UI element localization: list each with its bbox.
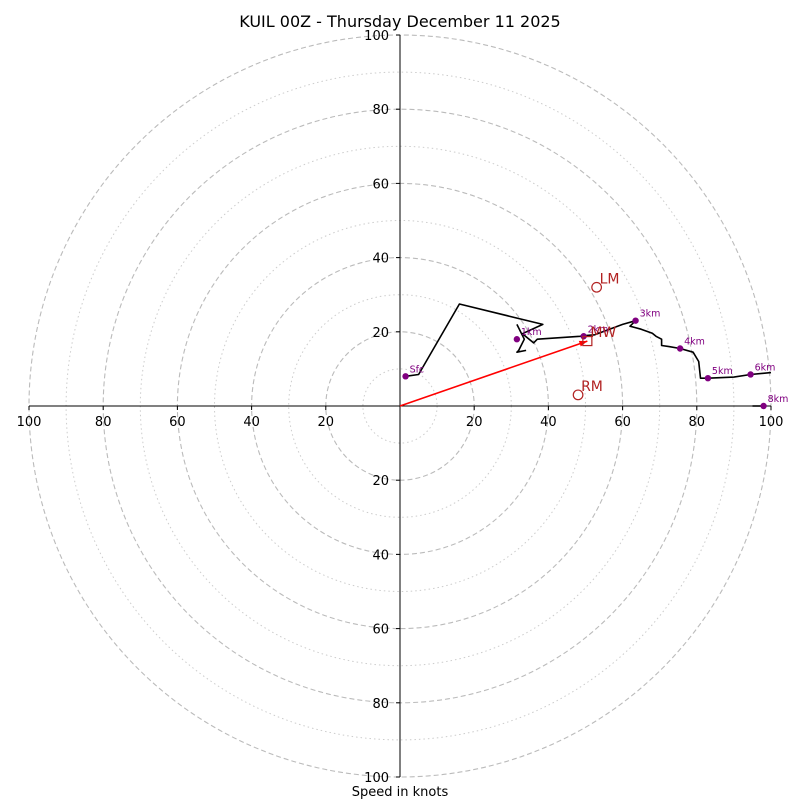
height-marker-sfc — [402, 373, 409, 380]
x-tick-label: 80 — [689, 415, 706, 430]
height-marker-8km — [760, 402, 767, 410]
x-tick-label: 40 — [540, 415, 557, 430]
motion-marker-mw — [582, 335, 593, 347]
x-tick-label: 20 — [318, 415, 335, 430]
hodograph-line — [405, 303, 772, 380]
x-tick-label: 60 — [614, 415, 631, 430]
y-tick-label: 60 — [372, 623, 389, 638]
chart-title: KUIL 00Z - Thursday December 11 2025 — [239, 12, 560, 31]
y-tick-label: 40 — [372, 548, 389, 563]
x-tick-label: 60 — [169, 415, 186, 430]
y-tick-label: 20 — [372, 326, 389, 341]
motion-marker-rm — [572, 389, 584, 401]
y-tick-label: 40 — [372, 252, 389, 267]
storm-motion-markers: LM RM MW — [572, 271, 620, 401]
x-tick-label: 20 — [466, 415, 483, 430]
motion-marker-lm — [591, 281, 603, 293]
height-label-1km: 1km — [521, 327, 542, 338]
y-tick-label: 20 — [372, 474, 389, 489]
x-tick-label: 100 — [17, 415, 42, 430]
height-marker-5km — [704, 374, 712, 382]
height-marker-4km — [676, 345, 684, 352]
hodograph-line-segment — [516, 324, 527, 354]
height-label-4km: 4km — [684, 336, 705, 347]
height-markers: Sfc 1km 2km 3km 4km 5km 6km 8km — [402, 309, 788, 410]
height-label-sfc: Sfc — [410, 364, 425, 375]
y-tick-label: 80 — [372, 697, 389, 712]
y-tick-label: 80 — [372, 103, 389, 118]
height-label-5km: 5km — [712, 366, 733, 377]
height-marker-1km — [513, 336, 521, 343]
height-label-2km: 2km — [588, 324, 609, 335]
y-tick-label: 100 — [364, 771, 389, 786]
height-marker-6km — [747, 371, 754, 378]
motion-label-mw: MW — [590, 325, 616, 341]
shear-vector-line — [399, 340, 588, 407]
x-tick-label: 100 — [759, 415, 784, 430]
motion-label-lm: LM — [600, 271, 620, 287]
tick-labels: 100 80 60 40 20 20 40 60 80 100 100 80 60 40 20 20 40 60 8… — [17, 29, 784, 786]
height-label-6km: 6km — [755, 362, 776, 373]
motion-label-rm: RM — [581, 379, 603, 395]
height-label-3km: 3km — [640, 309, 661, 320]
y-tick-label: 100 — [364, 29, 389, 44]
y-tick-label: 60 — [372, 177, 389, 192]
height-marker-3km — [632, 317, 639, 324]
x-tick-label: 80 — [95, 415, 112, 430]
x-tick-label: 40 — [243, 415, 260, 430]
x-axis-label: Speed in knots — [352, 785, 449, 800]
height-label-8km: 8km — [768, 394, 789, 405]
